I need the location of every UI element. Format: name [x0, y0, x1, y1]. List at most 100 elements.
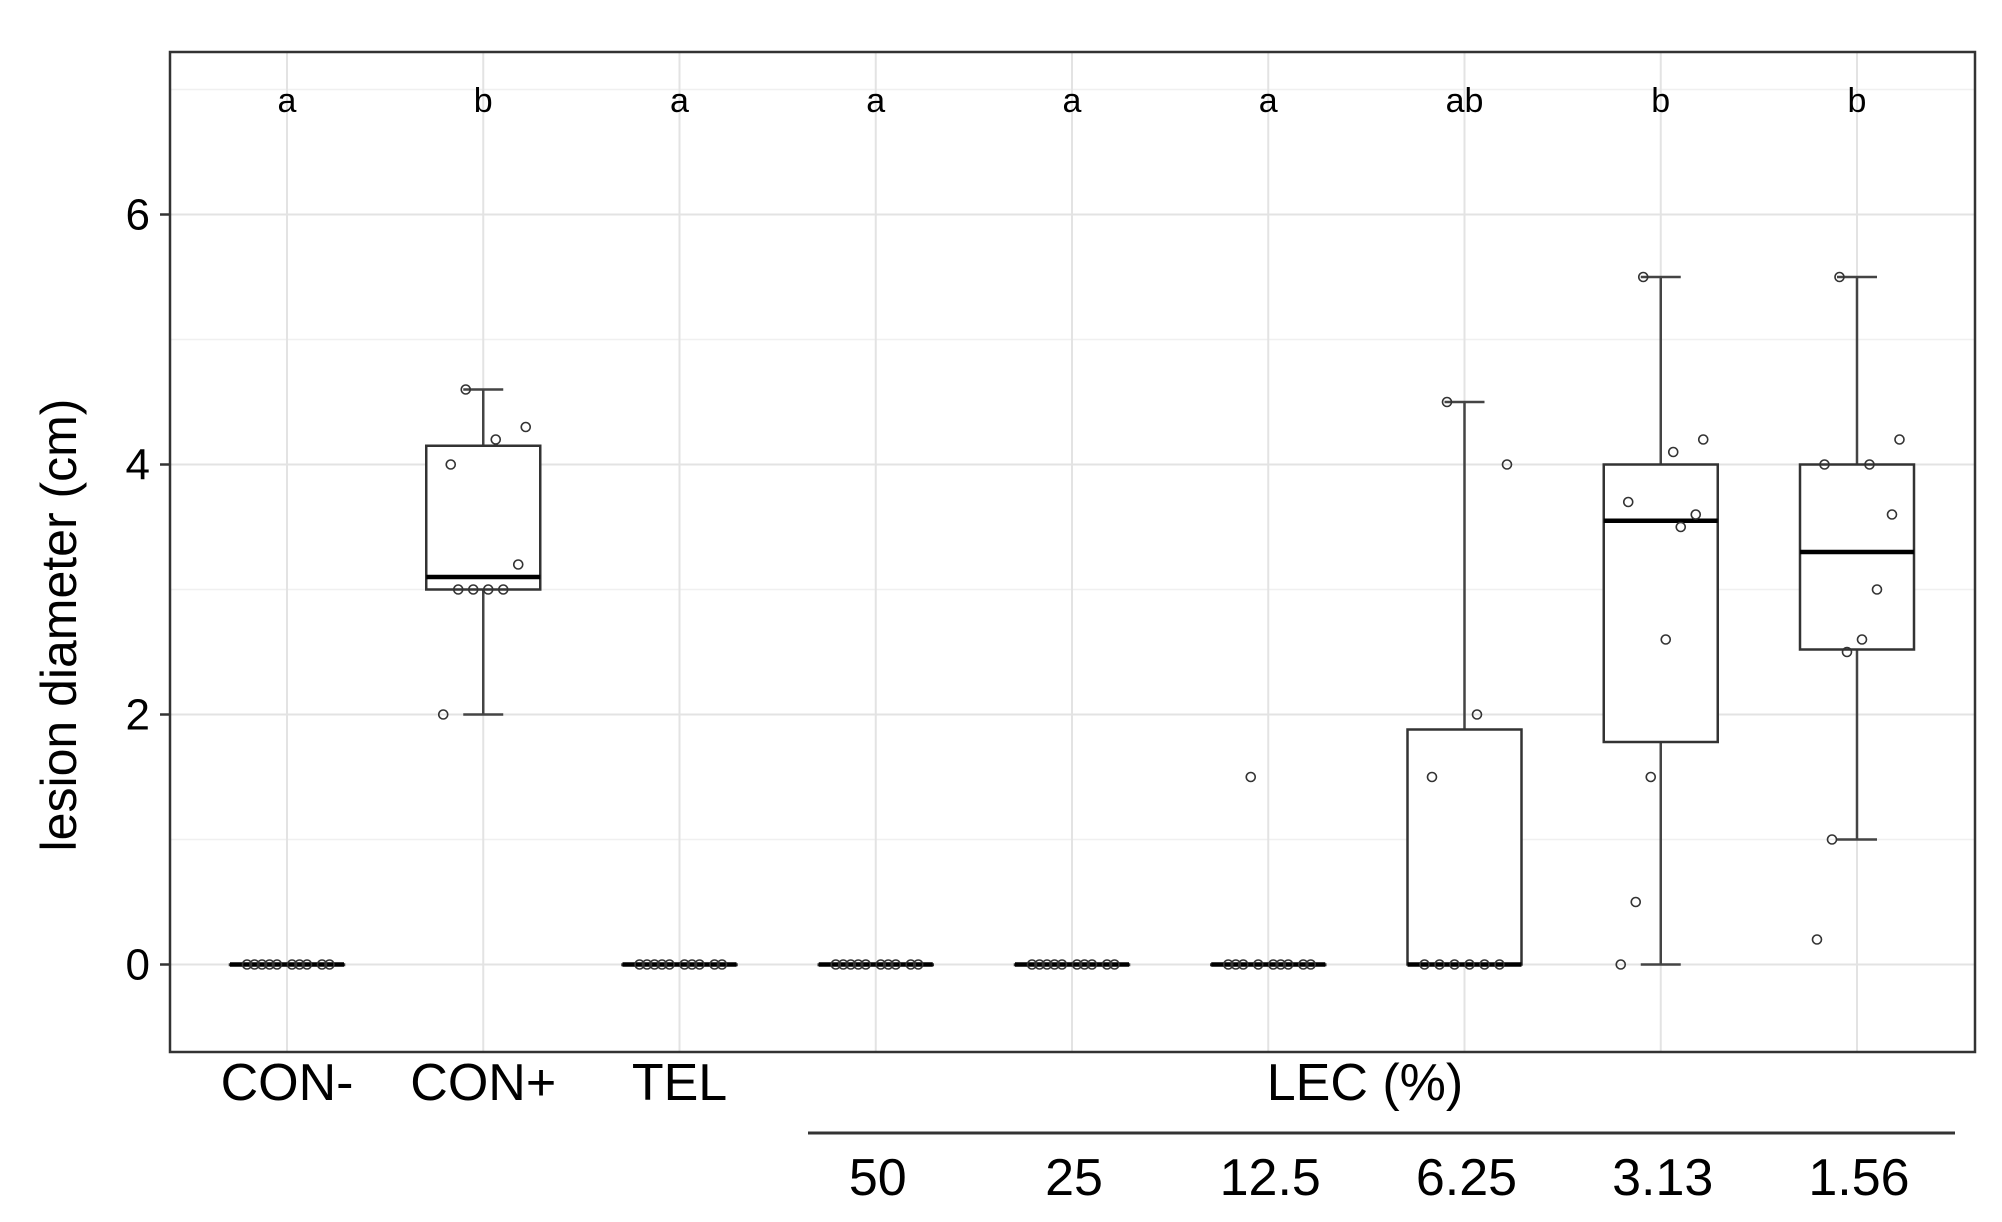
data-point [1297, 959, 1309, 970]
y-axis: 0 2 4 6 [126, 191, 170, 990]
data-point [241, 959, 253, 970]
data-point [249, 959, 260, 970]
y-tick-label: 2 [126, 691, 150, 740]
significance-letter: b [474, 82, 493, 120]
data-point [1441, 396, 1453, 408]
data-point [520, 421, 532, 433]
data-point [641, 959, 653, 970]
data-point [1471, 709, 1483, 720]
box-25 [1013, 959, 1131, 970]
box-1.56 [1798, 271, 1916, 945]
data-point [1245, 771, 1257, 783]
y-tick-label: 0 [126, 941, 150, 990]
data-point [1667, 446, 1679, 458]
data-point [1501, 459, 1513, 470]
significance-letter: a [278, 82, 297, 120]
x-tick-label: CON- [221, 1054, 354, 1112]
data-point [294, 959, 305, 970]
data-point [1690, 509, 1702, 520]
data-point [1494, 959, 1505, 970]
data-point [1886, 509, 1898, 520]
data-point [694, 959, 705, 970]
data-point [1449, 959, 1460, 970]
data-point [860, 959, 872, 970]
data-point [1267, 959, 1279, 970]
iqr-box [425, 444, 542, 591]
data-point [1222, 959, 1234, 970]
x-tick-label: 50 [849, 1149, 907, 1207]
data-point [1864, 459, 1875, 470]
grid-lines [170, 52, 1975, 1052]
data-point [1834, 271, 1845, 283]
data-point [467, 584, 479, 595]
data-point [1819, 459, 1830, 470]
data-point [686, 959, 698, 970]
data-point [1615, 959, 1627, 970]
data-point [301, 959, 313, 970]
box-6.25 [1406, 396, 1523, 970]
data-point [649, 959, 660, 970]
y-tick-label: 6 [126, 191, 150, 240]
data-point [1871, 584, 1883, 595]
significance-letter: a [1063, 82, 1082, 120]
significance-letter: b [1651, 82, 1670, 120]
y-tick-label: 4 [126, 441, 150, 490]
data-point [1237, 959, 1249, 970]
data-point [264, 959, 275, 970]
data-point [845, 959, 857, 970]
data-point [1305, 959, 1317, 970]
data-point [1275, 959, 1287, 970]
data-point [1426, 771, 1438, 783]
significance-letter: a [1259, 82, 1278, 120]
data-point [1811, 934, 1823, 945]
data-point [875, 959, 887, 970]
x-tick-label: 25 [1045, 1149, 1103, 1207]
data-point [709, 959, 720, 970]
data-point [1109, 959, 1120, 970]
data-point [1637, 271, 1649, 283]
data-point [634, 959, 645, 970]
data-point [1252, 959, 1264, 970]
data-point [1034, 959, 1045, 970]
data-point [1230, 959, 1242, 970]
data-point [1856, 634, 1868, 645]
y-axis-label: lesion diameter (cm) [31, 399, 87, 852]
data-point [679, 959, 690, 970]
data-point [271, 959, 283, 970]
x-tick-label: 1.56 [1808, 1149, 1909, 1207]
box-group [228, 271, 1916, 970]
data-point [1086, 959, 1098, 970]
x-tick-label: 3.13 [1612, 1149, 1713, 1207]
data-point [882, 959, 894, 970]
significance-letters: a b a a a a ab b b [278, 82, 1867, 120]
data-point [1056, 959, 1068, 970]
box-12.5 [1210, 771, 1327, 970]
data-point [324, 959, 335, 970]
data-point [482, 584, 494, 595]
data-point [1419, 959, 1430, 970]
box-CON- [228, 959, 346, 970]
data-point [1841, 646, 1853, 658]
lec-group-label: LEC (%) [1267, 1054, 1463, 1112]
x-tick-label: TEL [632, 1054, 727, 1112]
data-point [1894, 434, 1905, 445]
data-point [1697, 434, 1709, 445]
data-point [664, 959, 675, 970]
iqr-box [1602, 463, 1719, 744]
data-point [716, 959, 728, 970]
x-tick-label: 12.5 [1220, 1149, 1321, 1207]
data-point [852, 959, 864, 970]
data-point [1434, 959, 1445, 970]
data-point [1645, 771, 1657, 783]
box-3.13 [1602, 271, 1719, 970]
data-point [912, 959, 924, 970]
data-point [286, 959, 298, 970]
data-point [1026, 959, 1038, 970]
data-point [1101, 959, 1113, 970]
data-point [445, 459, 457, 470]
data-point [1041, 959, 1053, 970]
data-point [1071, 959, 1083, 970]
data-point [1464, 959, 1475, 970]
data-point [1826, 834, 1838, 845]
